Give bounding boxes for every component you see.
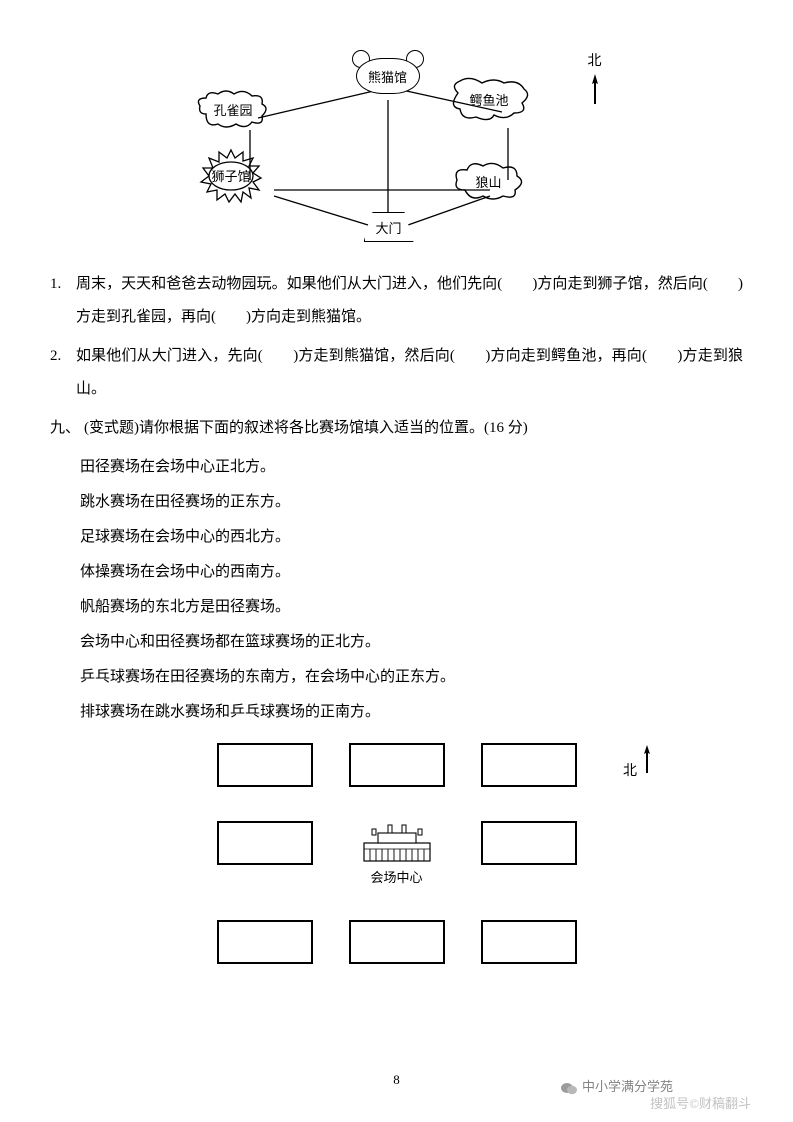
clue-line: 排球赛场在跳水赛场和乒乓球赛场的正南方。: [80, 696, 743, 729]
lion-label: 狮子馆: [212, 166, 251, 185]
panda-label: 熊猫馆: [368, 67, 407, 86]
page-number: 8: [0, 1072, 793, 1088]
clue-line: 乒乓球赛场在田径赛场的东南方，在会场中心的正东方。: [80, 661, 743, 694]
peacock-label: 孔雀园: [214, 100, 253, 119]
north-arrow-icon: [641, 743, 653, 775]
q1-text: 周末，天天和爸爸去动物园玩。如果他们从大门进入，他们先向( )方向走到狮子馆，然…: [76, 268, 743, 334]
clue-line: 帆船赛场的东北方是田径赛场。: [80, 591, 743, 624]
clue-line: 田径赛场在会场中心正北方。: [80, 451, 743, 484]
grid-cell: [481, 743, 577, 787]
section-nine: 九、 (变式题)请你根据下面的叙述将各比赛场馆填入适当的位置。(16 分): [50, 412, 743, 445]
node-lion: 狮子馆: [212, 166, 251, 185]
grid-cell: [217, 920, 313, 964]
grid-cell: [349, 743, 445, 787]
node-peacock: 孔雀园: [214, 100, 253, 119]
grid-cell: [481, 821, 577, 865]
q1-number: 1.: [50, 268, 76, 334]
grid-cell: [217, 821, 313, 865]
grid-cell: [349, 920, 445, 964]
grid-cell: [481, 920, 577, 964]
compass-north-2: 北: [623, 743, 653, 780]
building-icon: [358, 821, 436, 865]
zoo-map: 北 熊猫馆 孔雀园 鳄鱼池: [182, 50, 612, 250]
wolf-label: 狼山: [476, 172, 502, 191]
croc-label: 鳄鱼池: [470, 90, 509, 109]
grid-cell: [217, 743, 313, 787]
question-1: 1. 周末，天天和爸爸去动物园玩。如果他们从大门进入，他们先向( )方向走到狮子…: [50, 268, 743, 334]
venue-center: 会场中心: [349, 821, 445, 886]
q2-text: 如果他们从大门进入，先向( )方走到熊猫馆，然后向( )方向走到鳄鱼池，再向( …: [76, 340, 743, 406]
venue-grid: 北: [167, 743, 627, 964]
venue-center-label: 会场中心: [370, 870, 422, 885]
clue-line: 跳水赛场在田径赛场的正东方。: [80, 486, 743, 519]
q2-number: 2.: [50, 340, 76, 406]
clue-line: 体操赛场在会场中心的西南方。: [80, 556, 743, 589]
clue-line: 会场中心和田径赛场都在篮球赛场的正北方。: [80, 626, 743, 659]
grid-row-middle: 会场中心: [167, 821, 627, 886]
watermark-sohu: 搜狐号©财稿翻斗: [650, 1093, 751, 1112]
node-croc: 鳄鱼池: [470, 90, 509, 109]
section-nine-title: (变式题)请你根据下面的叙述将各比赛场馆填入适当的位置。(16 分): [84, 412, 743, 445]
questions-block: 1. 周末，天天和爸爸去动物园玩。如果他们从大门进入，他们先向( )方向走到狮子…: [50, 268, 743, 729]
clue-line: 足球赛场在会场中心的西北方。: [80, 521, 743, 554]
gate-label: 大门: [375, 218, 401, 237]
grid-row-top: [167, 743, 627, 787]
section-nine-num: 九、: [50, 412, 84, 445]
compass-label-2: 北: [623, 764, 637, 779]
grid-row-bottom: [167, 920, 627, 964]
node-panda: 熊猫馆: [356, 58, 420, 94]
question-2: 2. 如果他们从大门进入，先向( )方走到熊猫馆，然后向( )方向走到鳄鱼池，再…: [50, 340, 743, 406]
node-wolf: 狼山: [476, 172, 502, 191]
wechat-icon: [560, 1081, 578, 1096]
